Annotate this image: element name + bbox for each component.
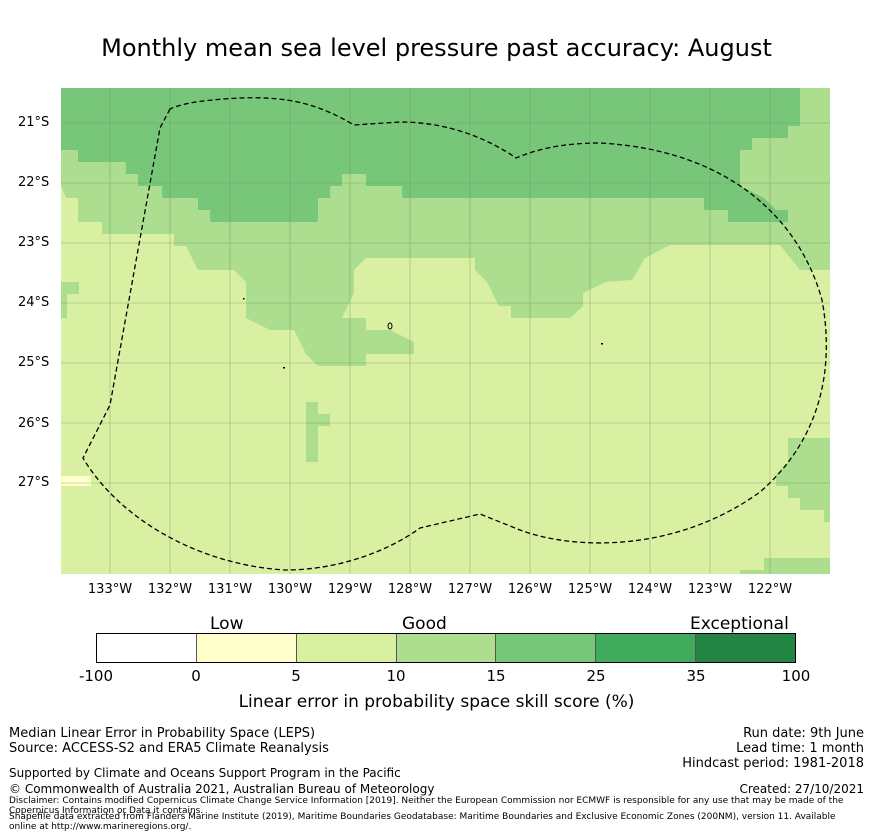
longitude-label: 132°W: [147, 582, 193, 597]
category-label-good: Good: [402, 614, 447, 634]
colorbar-segment: [97, 634, 197, 662]
skill-region-10-15: [306, 402, 318, 462]
colorbar-tick-label: 5: [291, 667, 301, 685]
run-date: Run date: 9th June: [743, 726, 864, 741]
latitude-label: 26°S: [18, 416, 50, 431]
colorbar-segment: [496, 634, 597, 662]
leps-description: Median Linear Error in Probability Space…: [9, 726, 316, 741]
island-marker: [601, 343, 603, 345]
skill-region-10-15: [764, 558, 830, 574]
graticule-lines: [61, 88, 830, 574]
lead-time: Lead time: 1 month: [736, 741, 864, 756]
island-marker: [283, 367, 285, 369]
longitude-label: 128°W: [387, 582, 433, 597]
skill-region-10-15: [318, 414, 330, 426]
latitude-label: 27°S: [18, 475, 50, 490]
disclaimer-line: Disclaimer: Contains modified Copernicus…: [9, 796, 844, 806]
colorbar: [96, 633, 796, 663]
colorbar-tick-label: 15: [486, 667, 506, 685]
skill-region-15-25: [61, 88, 800, 222]
skill-map: [61, 88, 830, 574]
island-marker: [243, 298, 245, 300]
skill-score-cells: [61, 88, 830, 574]
colorbar-tick-label: -100: [78, 667, 114, 685]
longitude-label: 127°W: [447, 582, 493, 597]
copyright: © Commonwealth of Australia 2021, Austra…: [9, 782, 435, 796]
colorbar-segment: [296, 634, 397, 662]
latitude-label: 23°S: [18, 235, 50, 250]
page-title: Monthly mean sea level pressure past acc…: [101, 34, 772, 62]
category-label-exceptional: Exceptional: [690, 614, 789, 634]
skill-region-0-5: [61, 476, 91, 486]
skill-region-10-15: [740, 570, 764, 574]
colorbar-segment: [196, 634, 297, 662]
disclaimer-line: Shapefile data extracted from Flanders M…: [9, 812, 836, 822]
longitude-label: 129°W: [327, 582, 373, 597]
colorbar-tick-label: 35: [686, 667, 706, 685]
hindcast-period: Hindcast period: 1981-2018: [682, 756, 864, 771]
island-marker: [387, 322, 393, 330]
colorbar-segment: [396, 634, 497, 662]
colorbar-tick-label: 10: [386, 667, 406, 685]
data-source: Source: ACCESS-S2 and ERA5 Climate Reana…: [9, 741, 329, 756]
disclaimer-line: Copernicus Information or Data it contai…: [9, 806, 204, 816]
created-date: Created: 27/10/2021: [739, 782, 864, 796]
latitude-label: 22°S: [18, 175, 50, 190]
colorbar-tick-label: 100: [781, 667, 811, 685]
colorbar-segment: [596, 634, 697, 662]
longitude-label: 125°W: [567, 582, 613, 597]
colorbar-tick-label: 0: [191, 667, 201, 685]
longitude-label: 130°W: [267, 582, 313, 597]
island-markers: [243, 298, 603, 369]
latitude-label: 21°S: [18, 115, 50, 130]
colorbar-title: Linear error in probability space skill …: [238, 692, 635, 712]
longitude-label: 122°W: [747, 582, 793, 597]
skill-region-10-15: [61, 294, 67, 318]
skill-region-10-15: [776, 438, 830, 522]
skill-region-10-15: [61, 282, 79, 294]
longitude-label: 133°W: [87, 582, 133, 597]
colorbar-segment: [696, 634, 796, 662]
eez-boundary-line: [82, 97, 827, 571]
latitude-label: 25°S: [18, 355, 50, 370]
category-label-low: Low: [210, 614, 244, 634]
longitude-label: 126°W: [507, 582, 553, 597]
colorbar-tick-label: 25: [586, 667, 606, 685]
disclaimer-line: online at http://www.marineregions.org/.: [9, 822, 192, 832]
support-statement: Supported by Climate and Oceans Support …: [9, 766, 401, 780]
longitude-label: 123°W: [687, 582, 733, 597]
longitude-label: 124°W: [627, 582, 673, 597]
longitude-label: 131°W: [207, 582, 253, 597]
latitude-label: 24°S: [18, 295, 50, 310]
